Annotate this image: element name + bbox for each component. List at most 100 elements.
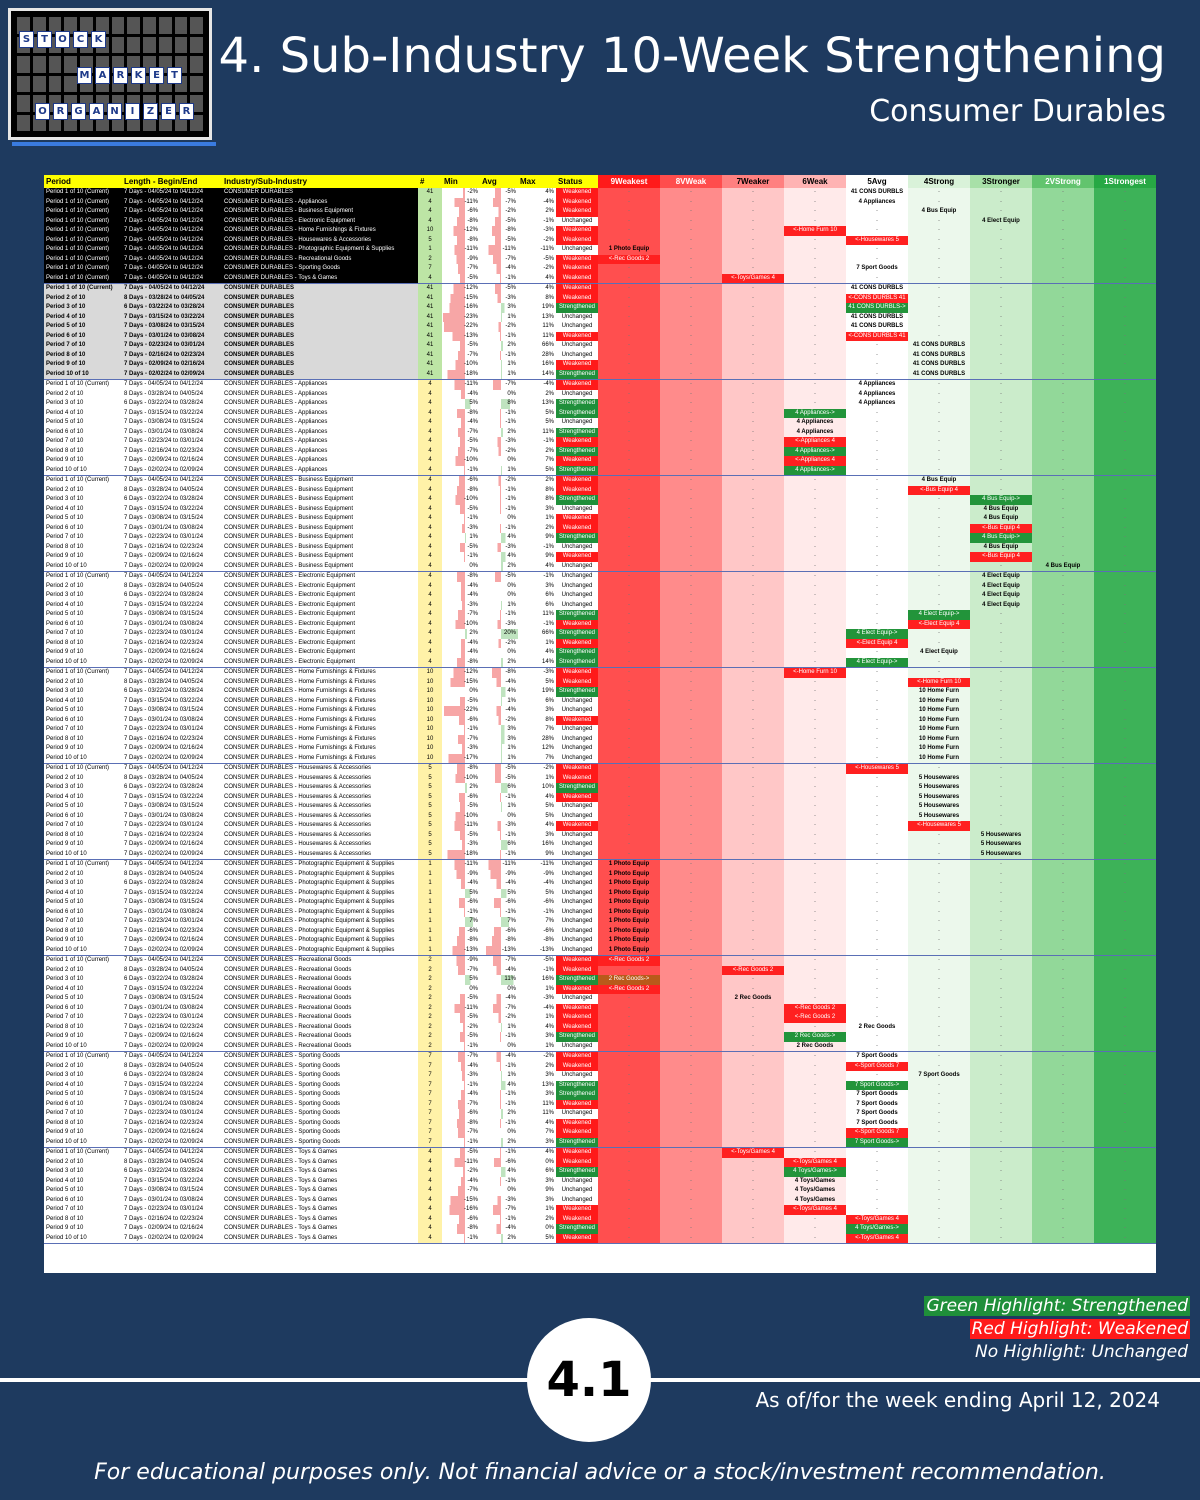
rank-cell-1: - bbox=[1094, 840, 1156, 850]
rank-cell-5: - bbox=[846, 773, 908, 783]
rank-cell-5: - bbox=[846, 446, 908, 456]
rank-cell-3: 5 Housewares bbox=[970, 840, 1032, 850]
rank-cell-5: 41 CONS DURBLS bbox=[846, 283, 908, 294]
rank-cell-3: - bbox=[970, 753, 1032, 764]
length-cell: 7 Days - 02/02/24 to 02/09/24 bbox=[122, 465, 222, 476]
industry-cell: CONSUMER DURABLES - Electronic Equipment bbox=[224, 620, 356, 627]
rank-cell-7: - bbox=[722, 216, 784, 226]
count-cell: 41 bbox=[418, 303, 442, 313]
industry-cell: CONSUMER DURABLES - Housewares & Accesso… bbox=[224, 831, 372, 838]
period-cell: Period 1 of 10 (Current) bbox=[46, 477, 110, 484]
rank-cell-1: - bbox=[1094, 687, 1156, 697]
status-badge: Unchanged bbox=[561, 1177, 593, 1184]
rank-cell-2: - bbox=[1032, 571, 1094, 582]
period-cell: Period 9 of 10 bbox=[46, 841, 84, 848]
logo-letter: T bbox=[37, 31, 52, 48]
rank-cell-2: - bbox=[1032, 984, 1094, 994]
rank-cell-2: - bbox=[1032, 610, 1094, 620]
table-row: Period 5 of 10 7 Days - 03/08/24 to 03/15… bbox=[44, 1186, 1156, 1196]
min-cell: -4% bbox=[442, 591, 480, 601]
rank-cell-6: - bbox=[784, 1080, 846, 1090]
max-cell: 4% bbox=[545, 793, 554, 800]
length-cell: 7 Days - 03/08/24 to 03/15/24 bbox=[124, 419, 204, 426]
rank-cell-5: - bbox=[846, 734, 908, 744]
rank-cell-5: 7 Sport Goods bbox=[846, 1118, 908, 1128]
rank-cell-6: - bbox=[784, 984, 846, 994]
rank-cell-3: - bbox=[970, 1147, 1032, 1158]
min-cell: -12% bbox=[442, 226, 480, 236]
period-cell: Period 10 of 10 bbox=[44, 945, 122, 956]
rank-cell-5: - bbox=[846, 369, 908, 380]
table-row: Period 3 of 10 6 Days - 03/22/24 to 03/28… bbox=[44, 399, 1156, 409]
rank-cell-1: - bbox=[1094, 965, 1156, 975]
min-cell: -18% bbox=[442, 369, 480, 380]
table-row: Period 4 of 10 7 Days - 03/15/24 to 03/22… bbox=[44, 600, 1156, 610]
status-badge: Unchanged bbox=[561, 246, 593, 253]
table-row: Period 4 of 10 7 Days - 03/15/24 to 03/22… bbox=[44, 888, 1156, 898]
rank-cell-7: - bbox=[722, 1080, 784, 1090]
rank-cell-7: - bbox=[722, 1167, 784, 1177]
rank-cell-8: - bbox=[660, 706, 722, 716]
rank-cell-5: - bbox=[846, 341, 908, 351]
rank-cell-6: 4 Toys/Games bbox=[784, 1176, 846, 1186]
count-cell: 10 bbox=[418, 734, 442, 744]
rank-cell-5: - bbox=[846, 898, 908, 908]
count-cell: 4 bbox=[418, 542, 442, 552]
rank-cell-1: - bbox=[1094, 926, 1156, 936]
rank-cell-8: - bbox=[660, 207, 722, 217]
rank-cell-7: - bbox=[722, 1233, 784, 1244]
rank-cell-3: - bbox=[970, 1195, 1032, 1205]
max-cell: -1% bbox=[543, 620, 554, 627]
rank-cell-2: - bbox=[1032, 1233, 1094, 1244]
rank-cell-6: - bbox=[784, 485, 846, 495]
count-cell: 4 bbox=[418, 581, 442, 591]
rank-cell-4: 10 Home Furn bbox=[908, 725, 970, 735]
rank-cell-3: - bbox=[970, 677, 1032, 687]
period-cell: Period 4 of 10 bbox=[46, 1177, 84, 1184]
industry-cell: CONSUMER DURABLES - Appliances bbox=[222, 197, 418, 207]
rank-cell-5: - bbox=[846, 581, 908, 591]
length-cell: 7 Days - 04/05/24 to 04/12/24 bbox=[122, 207, 222, 217]
rank-cell-8: - bbox=[660, 369, 722, 380]
min-cell: -7% bbox=[442, 610, 480, 620]
status-badge: Strengthened bbox=[556, 533, 598, 543]
rank-cell-4: 41 CONS DURBLS bbox=[908, 341, 970, 351]
status-badge: Unchanged bbox=[561, 1072, 593, 1079]
disclaimer: For educational purposes only. Not finan… bbox=[94, 1460, 1106, 1485]
count-cell: 4 bbox=[418, 418, 442, 428]
period-cell: Period 7 of 10 bbox=[44, 341, 122, 351]
count-cell: 4 bbox=[418, 207, 442, 217]
rank-cell-8: - bbox=[660, 389, 722, 399]
avg-cell: 4% bbox=[480, 1080, 518, 1090]
period-cell: Period 1 of 10 (Current) bbox=[44, 197, 122, 207]
avg-cell: -5% bbox=[480, 283, 518, 294]
rank-cell-7: - bbox=[722, 581, 784, 591]
rank-cell-5: <-Toys/Games 4 bbox=[846, 1214, 908, 1224]
min-cell: -10% bbox=[442, 360, 480, 370]
min-cell: -12% bbox=[442, 667, 480, 678]
rank-cell-2: - bbox=[1032, 830, 1094, 840]
length-cell: 8 Days - 03/28/24 to 04/05/24 bbox=[124, 390, 204, 397]
min-cell: -7% bbox=[442, 965, 480, 975]
length-cell: 7 Days - 03/08/24 to 03/15/24 bbox=[124, 1091, 204, 1098]
period-cell: Period 6 of 10 bbox=[46, 908, 84, 915]
status-badge: Unchanged bbox=[561, 707, 593, 714]
min-cell: -5% bbox=[442, 696, 480, 706]
min-cell: -4% bbox=[442, 1061, 480, 1071]
status-badge: Weakened bbox=[556, 1022, 598, 1032]
table-row: Period 9 of 10 7 Days - 02/09/24 to 02/16… bbox=[44, 360, 1156, 370]
rank-cell-7: - bbox=[722, 350, 784, 360]
rank-cell-9: - bbox=[598, 465, 660, 476]
rank-cell-6: - bbox=[784, 350, 846, 360]
period-cell: Period 6 of 10 bbox=[44, 331, 122, 341]
avg-cell: 4% bbox=[480, 533, 518, 543]
status-badge: Unchanged bbox=[561, 861, 593, 868]
rank-cell-4: - bbox=[908, 1013, 970, 1023]
rank-cell-3: - bbox=[970, 235, 1032, 245]
rank-cell-7: - bbox=[722, 207, 784, 217]
table-row: Period 10 of 10 7 Days - 02/02/24 to 02/0… bbox=[44, 369, 1156, 380]
avg-cell: -4% bbox=[480, 706, 518, 716]
rank-cell-2: - bbox=[1032, 360, 1094, 370]
status-badge: Strengthened bbox=[556, 399, 598, 409]
avg-cell: -7% bbox=[480, 254, 518, 264]
